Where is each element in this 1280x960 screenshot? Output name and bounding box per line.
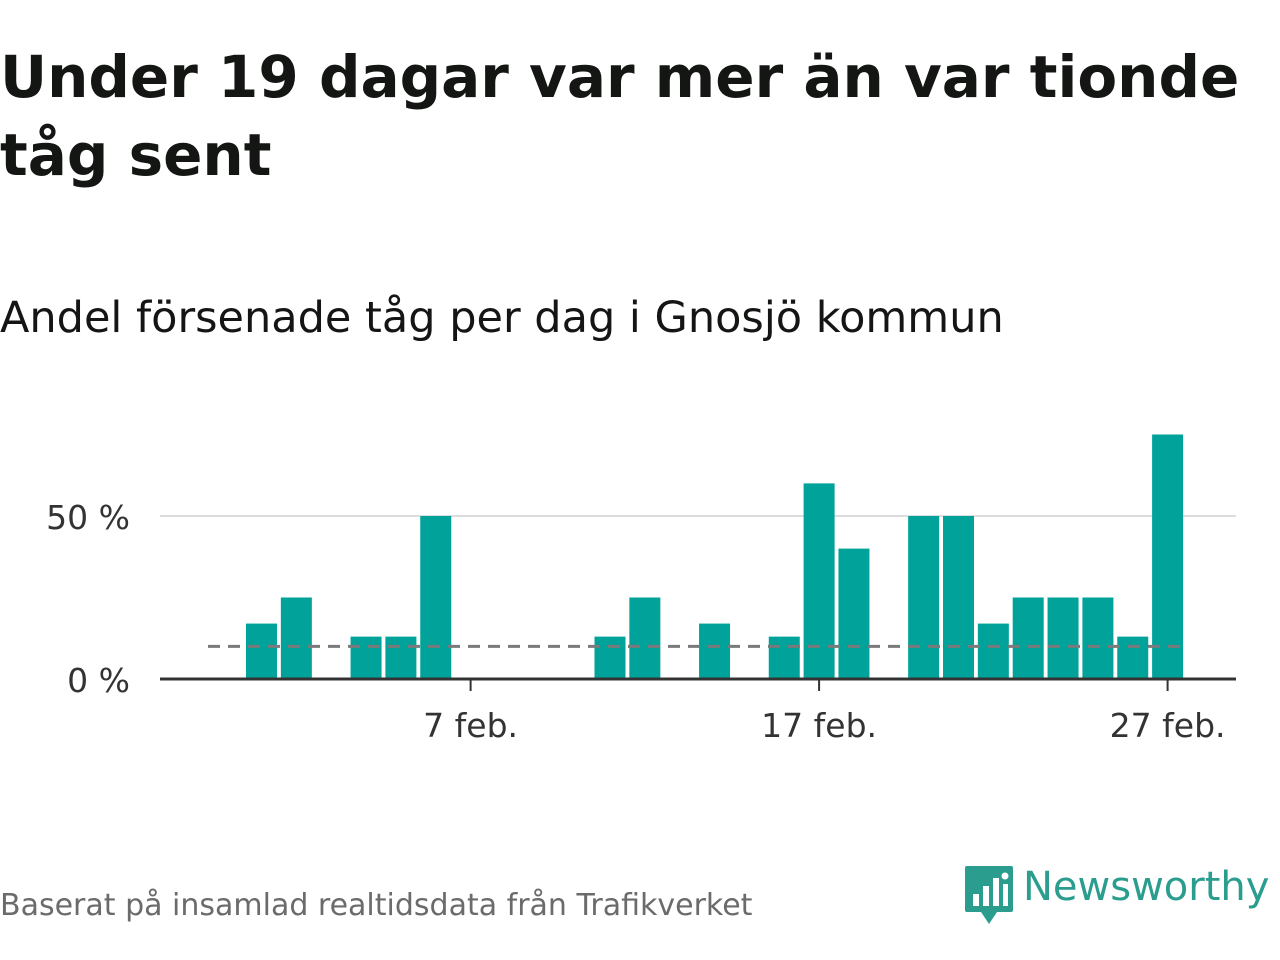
bar — [1117, 636, 1149, 679]
bar — [977, 623, 1009, 679]
bar — [1047, 597, 1079, 679]
bar — [246, 623, 277, 679]
x-axis: 7 feb. 17 feb. 27 feb. — [160, 677, 1236, 745]
x-tick-label: 27 feb. — [1110, 706, 1226, 745]
bar — [838, 548, 870, 679]
bar — [908, 516, 940, 679]
bar — [629, 597, 661, 679]
bars — [246, 434, 1184, 679]
bar — [385, 636, 417, 679]
source-note: Baserat på insamlad realtidsdata från Tr… — [0, 888, 753, 923]
chart-title: Under 19 dagar var mer än var tionde tåg… — [0, 43, 1240, 189]
y-tick-label: 50 % — [46, 498, 130, 537]
bar — [699, 623, 731, 679]
chart-subtitle: Andel försenade tåg per dag i Gnosjö kom… — [0, 293, 1004, 343]
x-tick-label: 7 feb. — [423, 706, 518, 745]
bar — [420, 516, 452, 679]
y-axis-labels: 0 % 50 % — [46, 498, 130, 700]
brand-logo: Newsworthy — [963, 862, 1269, 928]
bar — [768, 636, 800, 679]
bar — [1082, 597, 1114, 679]
brand-name: Newsworthy — [1023, 864, 1270, 910]
newsworthy-logo-icon — [965, 866, 1013, 924]
y-tick-label: 0 % — [67, 661, 130, 700]
bar — [594, 636, 626, 679]
bar — [1012, 597, 1044, 679]
bar — [1152, 434, 1184, 679]
bar — [350, 636, 382, 679]
bar — [280, 597, 312, 679]
x-tick-label: 17 feb. — [761, 706, 877, 745]
bar — [803, 483, 835, 679]
bar — [943, 516, 974, 679]
